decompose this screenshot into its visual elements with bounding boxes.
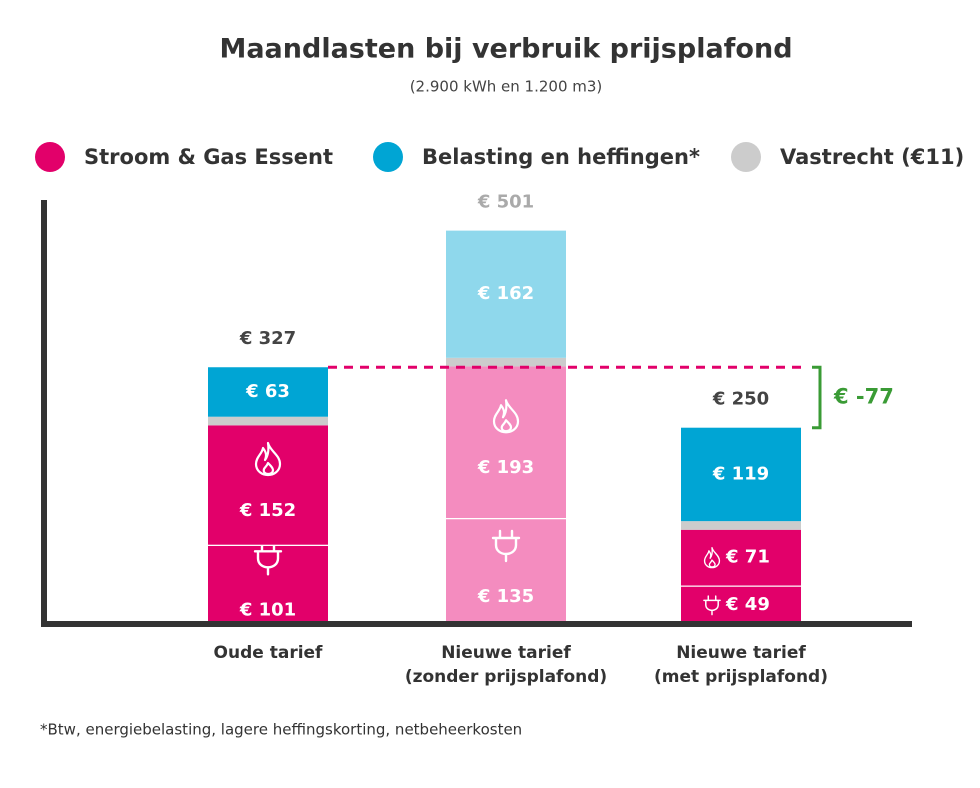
legend-swatch bbox=[373, 142, 403, 172]
value-label: € 63 bbox=[245, 381, 290, 402]
plug-outline bbox=[253, 543, 283, 576]
bar-segment bbox=[446, 366, 566, 518]
flame-icon bbox=[492, 399, 520, 434]
legend-swatch bbox=[35, 142, 65, 172]
value-label: € 162 bbox=[477, 283, 534, 304]
legend-swatch bbox=[731, 142, 761, 172]
chart-title: Maandlasten bij verbruik prijsplafond bbox=[219, 34, 792, 65]
x-tick-label: Nieuwe tarief (zonder prijsplafond) bbox=[404, 643, 608, 687]
value-label: € 152 bbox=[239, 500, 296, 521]
plug-icon bbox=[253, 543, 283, 576]
bar-segment bbox=[681, 529, 801, 586]
flame-outline bbox=[703, 547, 721, 569]
flame-icon bbox=[254, 441, 282, 477]
legend-label: Vastrecht (€11) bbox=[780, 145, 964, 169]
value-label: € 71 bbox=[725, 547, 770, 568]
bar-segment bbox=[446, 230, 566, 358]
plug-icon bbox=[703, 595, 721, 616]
flame-inner bbox=[500, 419, 513, 433]
plug-icon bbox=[491, 529, 521, 563]
bar-segment bbox=[446, 357, 566, 367]
bar-segment bbox=[208, 416, 328, 426]
value-label: € 49 bbox=[725, 594, 770, 615]
value-label: € 101 bbox=[239, 599, 296, 620]
bar-segment bbox=[446, 518, 566, 624]
bar-segment bbox=[208, 367, 328, 417]
flame-outline bbox=[254, 441, 282, 477]
bar-segment bbox=[208, 544, 328, 624]
difference-bracket bbox=[812, 365, 822, 430]
value-label: € 135 bbox=[477, 586, 534, 607]
flame-inner bbox=[708, 559, 716, 568]
legend-label: Stroom & Gas Essent bbox=[84, 145, 333, 169]
bar-segment bbox=[681, 521, 801, 530]
value-label: € 193 bbox=[477, 457, 534, 478]
total-label: € 501 bbox=[477, 192, 534, 213]
flame-outline bbox=[492, 399, 520, 434]
total-label: € 250 bbox=[712, 389, 769, 410]
flame-icon bbox=[703, 547, 721, 569]
bar-segment bbox=[681, 585, 801, 624]
footnote: *Btw, energiebelasting, lagere heffingsk… bbox=[40, 721, 522, 739]
flame-inner bbox=[262, 461, 275, 476]
difference-label: € -77 bbox=[833, 384, 894, 408]
total-label: € 327 bbox=[239, 328, 296, 349]
chart-subtitle: (2.900 kWh en 1.200 m3) bbox=[410, 78, 603, 96]
x-tick-label: Oude tarief bbox=[213, 643, 323, 663]
bar-segment bbox=[681, 427, 801, 522]
x-tick-label: Nieuwe tarief (met prijsplafond) bbox=[654, 643, 828, 687]
legend-label: Belasting en heffingen* bbox=[422, 145, 700, 169]
plug-outline bbox=[491, 529, 521, 563]
value-label: € 119 bbox=[712, 463, 769, 484]
plug-outline bbox=[703, 595, 721, 616]
